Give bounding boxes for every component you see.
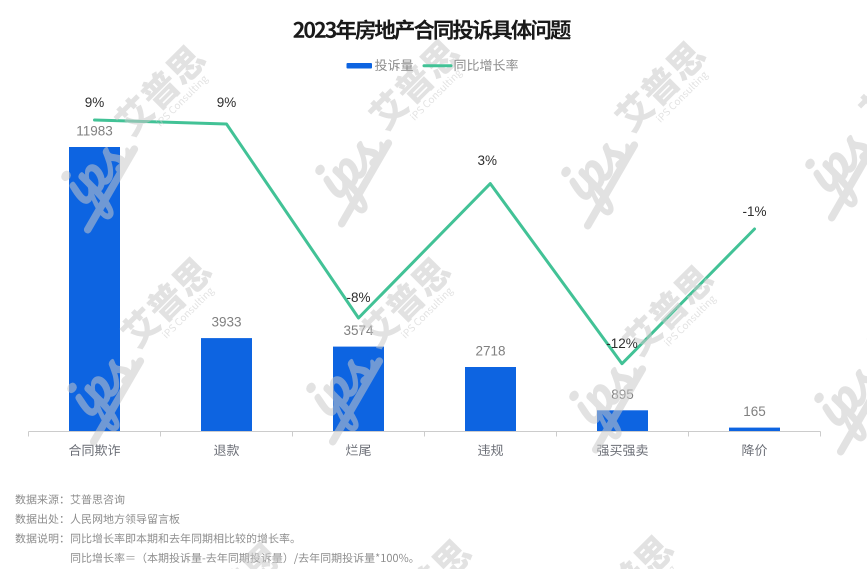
svg-text:9%: 9% — [217, 95, 237, 110]
svg-text:165: 165 — [743, 404, 766, 419]
svg-text:3%: 3% — [478, 153, 498, 168]
svg-text:11983: 11983 — [76, 124, 113, 139]
svg-text:-12%: -12% — [606, 336, 638, 351]
svg-text:3933: 3933 — [211, 315, 241, 330]
svg-text:-1%: -1% — [742, 204, 766, 219]
svg-text:2718: 2718 — [475, 344, 505, 359]
svg-text:-8%: -8% — [346, 290, 370, 305]
svg-text:9%: 9% — [85, 95, 105, 110]
